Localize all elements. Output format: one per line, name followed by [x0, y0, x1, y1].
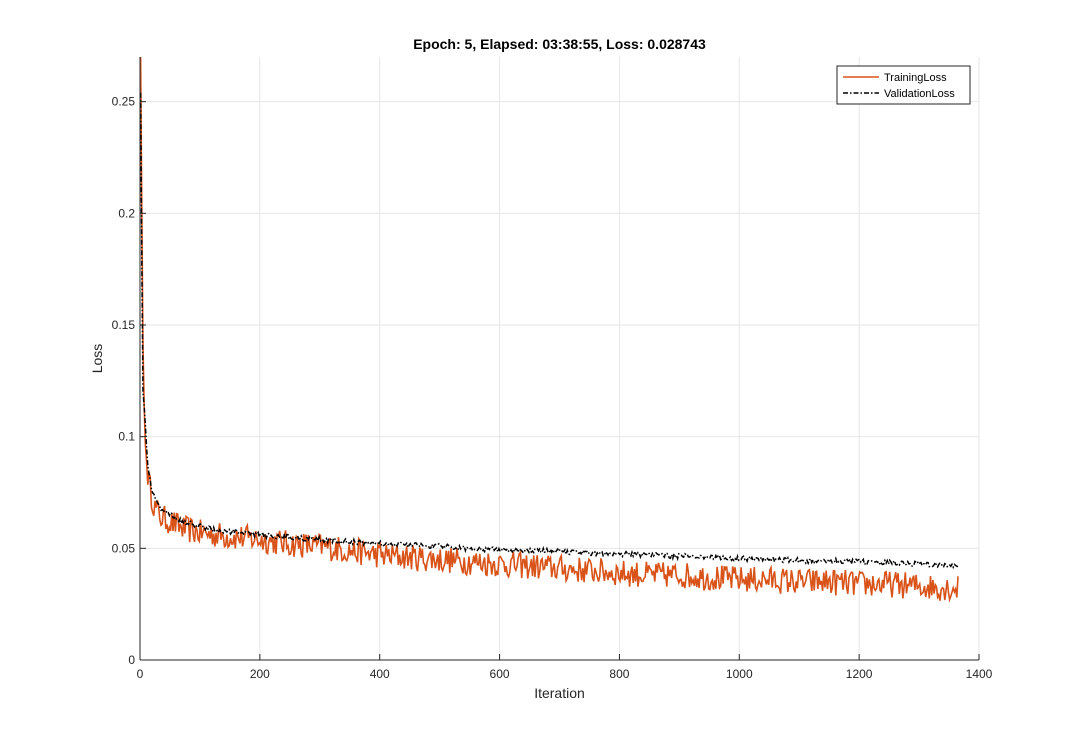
x-tick-label: 0 — [137, 667, 144, 681]
y-tick-label: 0.1 — [118, 430, 135, 444]
x-tick-label: 400 — [370, 667, 390, 681]
x-tick-label: 1000 — [726, 667, 753, 681]
series-line-trainingloss — [140, 57, 959, 603]
legend-box — [836, 65, 971, 105]
x-axis-label: Iteration — [534, 685, 585, 701]
plot-area: 0 200 400 600 800 1000 1200 1400 0 0.05 0.1 0.15 0.2… — [89, 36, 993, 701]
x-tick-label: 1400 — [966, 667, 993, 681]
y-tick-label: 0.25 — [112, 95, 136, 109]
x-tick-label: 200 — [250, 667, 270, 681]
x-tick-label: 600 — [490, 667, 510, 681]
y-axis-label: Loss — [89, 344, 105, 374]
y-tick-label: 0.05 — [112, 541, 136, 555]
legend-entry-validationloss: ValidationLoss — [884, 88, 955, 100]
x-tick-label: 1200 — [846, 667, 873, 681]
plot-background — [140, 57, 979, 660]
chart-title: Epoch: 5, Elapsed: 03:38:55, Loss: 0.028… — [413, 36, 706, 52]
legend-entry-trainingloss: TrainingLoss — [884, 72, 947, 84]
y-tick-label: 0.2 — [118, 206, 135, 220]
series-group — [140, 57, 959, 603]
legend: TrainingLoss ValidationLoss — [836, 65, 971, 105]
y-tick-label: 0.15 — [112, 318, 136, 332]
x-tick-label: 800 — [609, 667, 629, 681]
y-tick-label: 0 — [128, 653, 135, 667]
